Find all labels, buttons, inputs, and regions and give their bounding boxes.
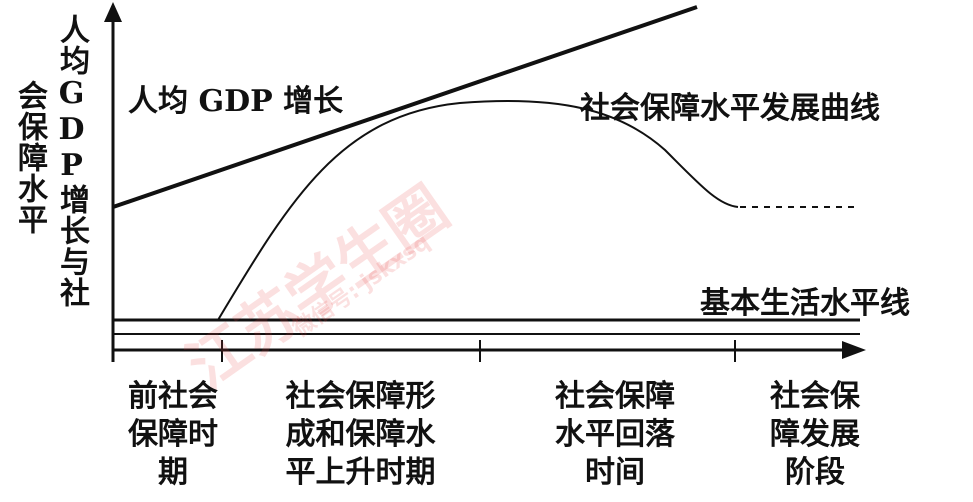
- phase-label-4: 社会保 障发展 阶段: [760, 378, 870, 492]
- phase-2-line-1: 社会保障形: [285, 379, 436, 414]
- phase-1-line-1: 前社会: [128, 379, 218, 414]
- phase-2-line-3: 平上升时期: [285, 455, 436, 490]
- phase-2-line-2: 成和保障水: [285, 417, 436, 452]
- phase-3-line-1: 社会保障: [555, 379, 675, 414]
- security-curve-label: 社会保障水平发展曲线: [580, 91, 880, 126]
- y-axis-label-right: 人均GDP增长与社: [54, 14, 89, 308]
- y-axis-label-left: 会保障水平: [12, 80, 47, 235]
- basic-living-line-label: 基本生活水平线: [700, 286, 910, 321]
- phase-label-3: 社会保障 水平回落 时间: [535, 378, 695, 492]
- phase-label-1: 前社会 保障时 期: [118, 378, 228, 492]
- phase-1-line-2: 保障时: [128, 417, 218, 452]
- phase-1-line-3: 期: [158, 455, 188, 490]
- phase-3-line-2: 水平回落: [555, 417, 675, 452]
- phase-4-line-2: 障发展: [770, 417, 860, 452]
- phase-4-line-1: 社会保: [770, 379, 860, 414]
- gdp-growth-line: [112, 5, 698, 209]
- phase-4-line-3: 阶段: [785, 455, 845, 490]
- phase-label-2: 社会保障形 成和保障水 平上升时期: [268, 378, 453, 492]
- gdp-line-label: 人均 GDP 增长: [128, 84, 344, 119]
- y-axis-arrow: [104, 2, 122, 22]
- x-axis-arrow: [842, 341, 866, 359]
- phase-3-line-3: 时间: [585, 455, 645, 490]
- social-security-curve: [217, 99, 739, 321]
